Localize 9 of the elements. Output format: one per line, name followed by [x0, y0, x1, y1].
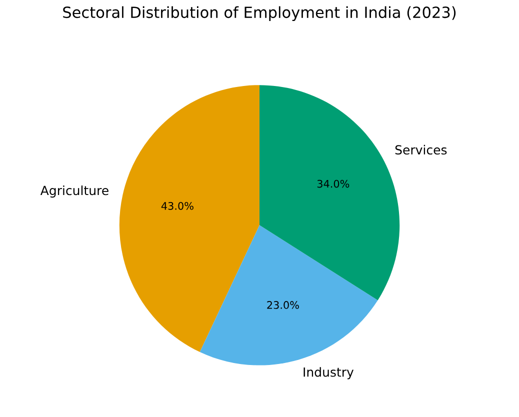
pie-slice: [200, 225, 378, 366]
slice-label: Industry: [304, 367, 354, 380]
slice-label: Agriculture: [40, 186, 108, 198]
data-label: 23.0%: [267, 301, 299, 309]
pie-slice: [119, 85, 260, 352]
slice-label: Services: [395, 144, 447, 155]
data-label: 34.0%: [317, 180, 350, 188]
chart-title: Sectoral Distribution of Employment in India (2023): [63, 6, 456, 22]
data-label: 43.0%: [161, 202, 194, 210]
